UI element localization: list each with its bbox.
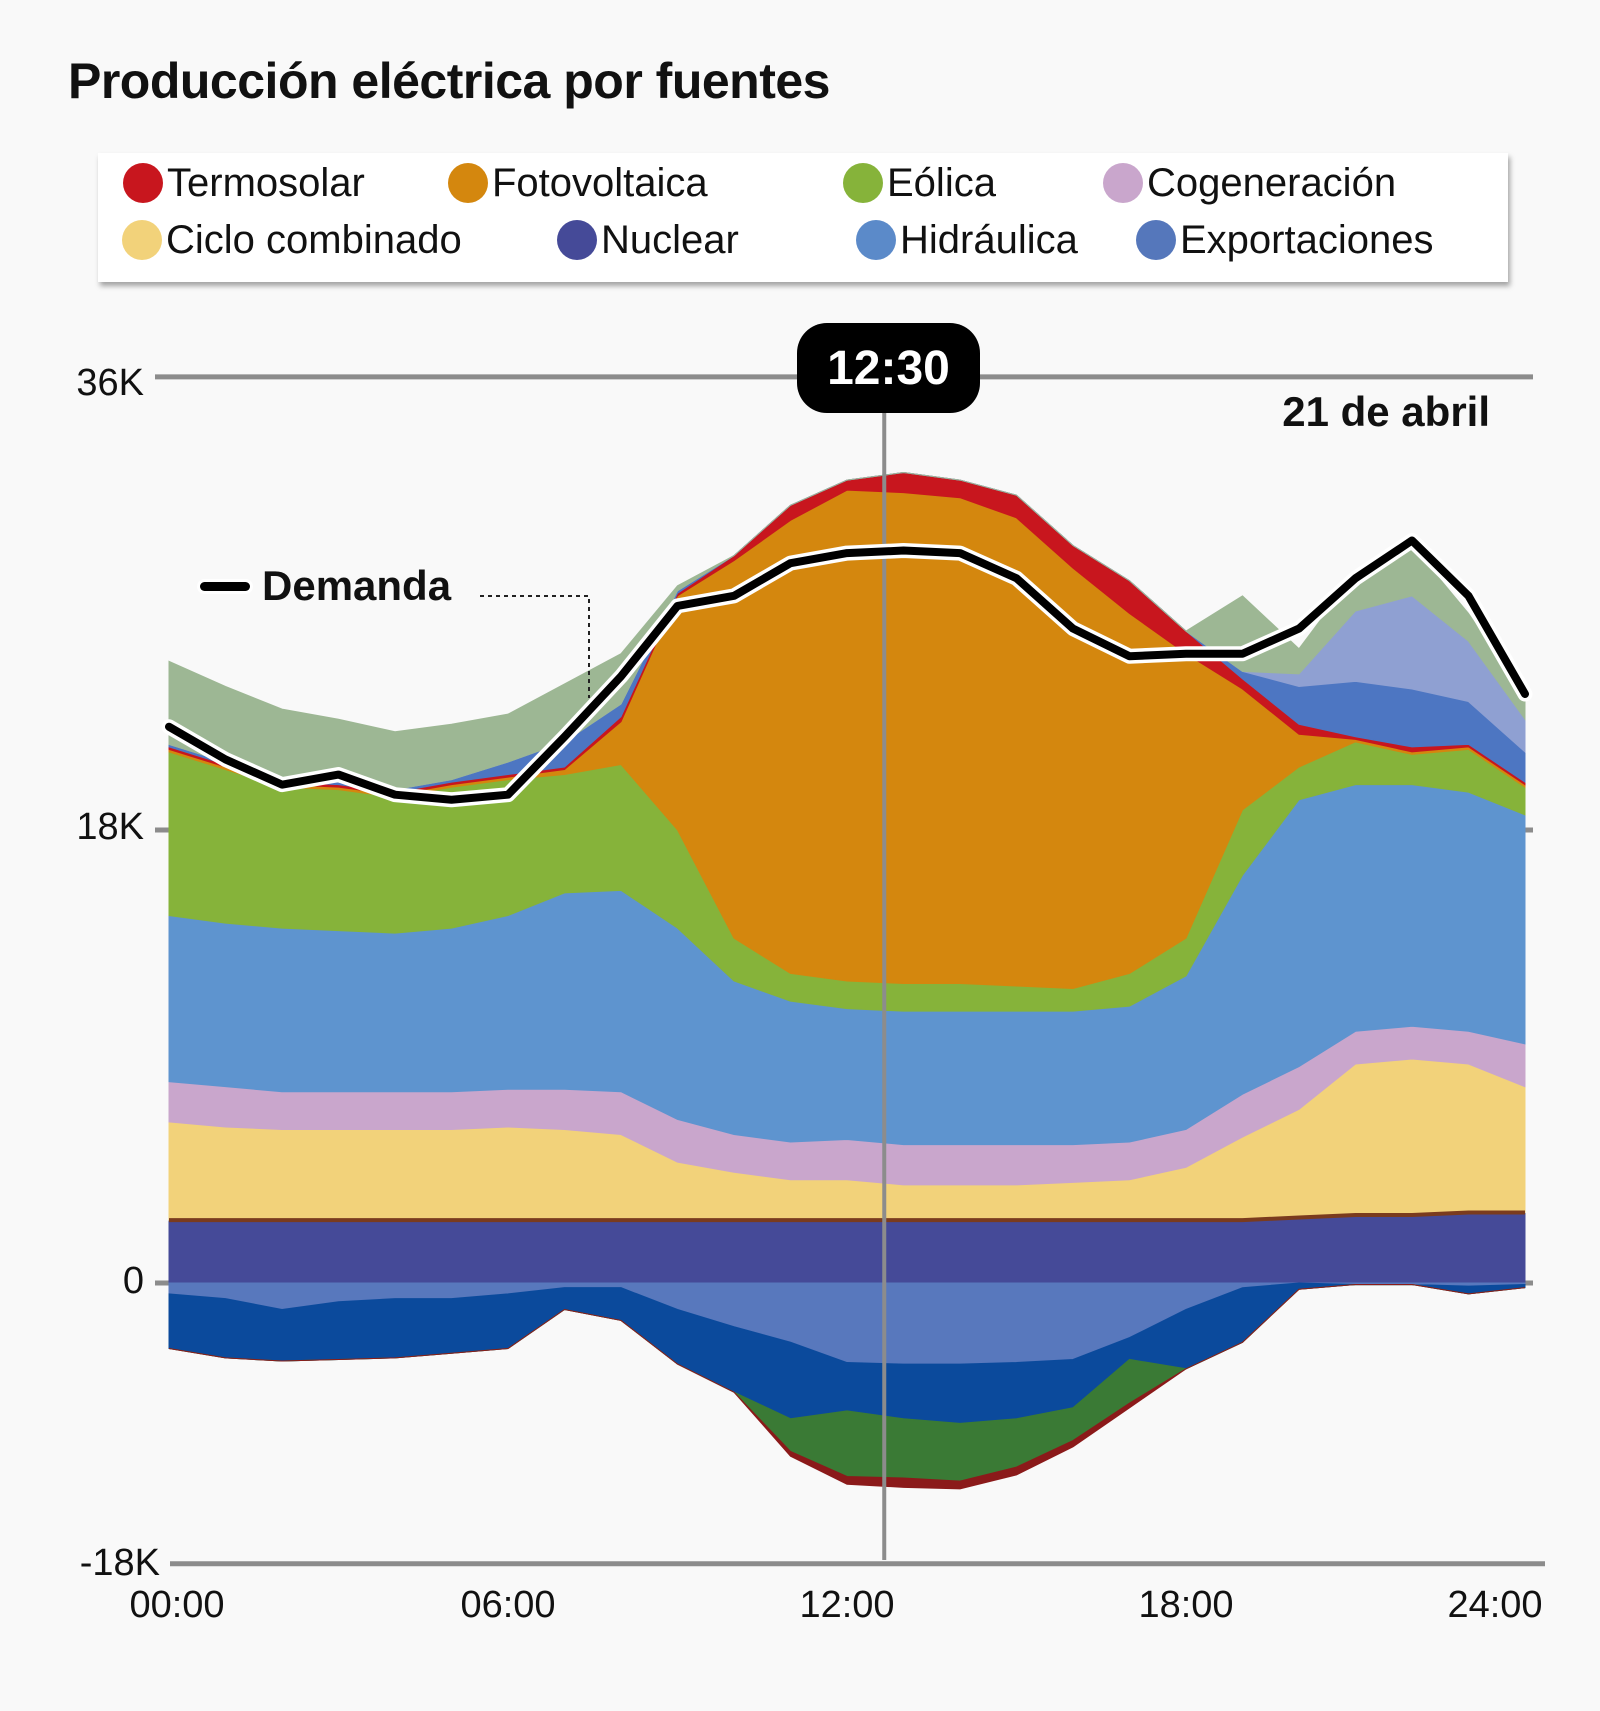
demand-legend: Demanda <box>200 562 451 610</box>
legend-label: Nuclear <box>601 217 739 262</box>
legend-dot-icon <box>557 220 597 260</box>
chart-overlay <box>161 413 1533 1560</box>
area-unlabeled-9 <box>168 472 1526 791</box>
legend-item-eolica[interactable]: Eólica <box>843 161 996 205</box>
legend-dot-icon <box>843 163 883 203</box>
x-tick-label: 24:00 <box>1447 1584 1543 1626</box>
x-tick-label: 18:00 <box>1138 1584 1234 1626</box>
legend-item-termosolar[interactable]: Termosolar <box>123 161 365 205</box>
x-tick-label: 00:00 <box>129 1584 225 1626</box>
legend-label: Ciclo combinado <box>166 217 462 262</box>
legend-label: Hidráulica <box>900 217 1078 262</box>
legend-dot-icon <box>122 220 162 260</box>
legend-label: Termosolar <box>167 160 365 205</box>
legend-dot-icon <box>1103 163 1143 203</box>
y-tick-label: -18K <box>79 1542 160 1584</box>
legend-item-exportaciones[interactable]: Exportaciones <box>1136 218 1433 262</box>
chart-title: Producción eléctrica por fuentes <box>68 53 830 109</box>
stacked-areas <box>168 472 1526 1490</box>
legend-label: Eólica <box>887 160 996 205</box>
legend: Termosolar Fotovoltaica Eólica Cogenerac… <box>98 153 1508 282</box>
legend-dot-icon <box>448 163 488 203</box>
x-tick-label: 12:00 <box>799 1584 895 1626</box>
legend-label: Cogeneración <box>1147 160 1397 205</box>
legend-item-nuclear[interactable]: Nuclear <box>557 218 739 262</box>
y-tick-label: 18K <box>76 806 144 848</box>
area-negative-unlabeled-3 <box>168 1284 1526 1490</box>
legend-item-hidraulica[interactable]: Hidráulica <box>856 218 1078 262</box>
legend-item-fotovoltaica[interactable]: Fotovoltaica <box>448 161 708 205</box>
x-tick-label: 06:00 <box>460 1584 556 1626</box>
legend-item-ciclo-combinado[interactable]: Ciclo combinado <box>122 218 462 262</box>
legend-dot-icon <box>1136 220 1176 260</box>
date-label: 21 de abril <box>1282 388 1490 435</box>
y-tick-label: 0 <box>122 1260 144 1302</box>
legend-item-cogeneracion[interactable]: Cogeneración <box>1103 161 1396 205</box>
demand-leader-line <box>480 595 590 698</box>
legend-label: Fotovoltaica <box>492 160 708 205</box>
y-tick-label: 36K <box>76 362 144 404</box>
cursor-time-badge: 12:30 <box>797 323 980 413</box>
demand-label: Demanda <box>262 562 452 609</box>
legend-label: Exportaciones <box>1180 217 1434 262</box>
legend-dot-icon <box>123 163 163 203</box>
area-nuclear <box>168 1212 1526 1284</box>
demand-line-swatch-icon <box>200 581 250 591</box>
legend-dot-icon <box>856 220 896 260</box>
nuclear-top-edge <box>169 1210 1525 1223</box>
